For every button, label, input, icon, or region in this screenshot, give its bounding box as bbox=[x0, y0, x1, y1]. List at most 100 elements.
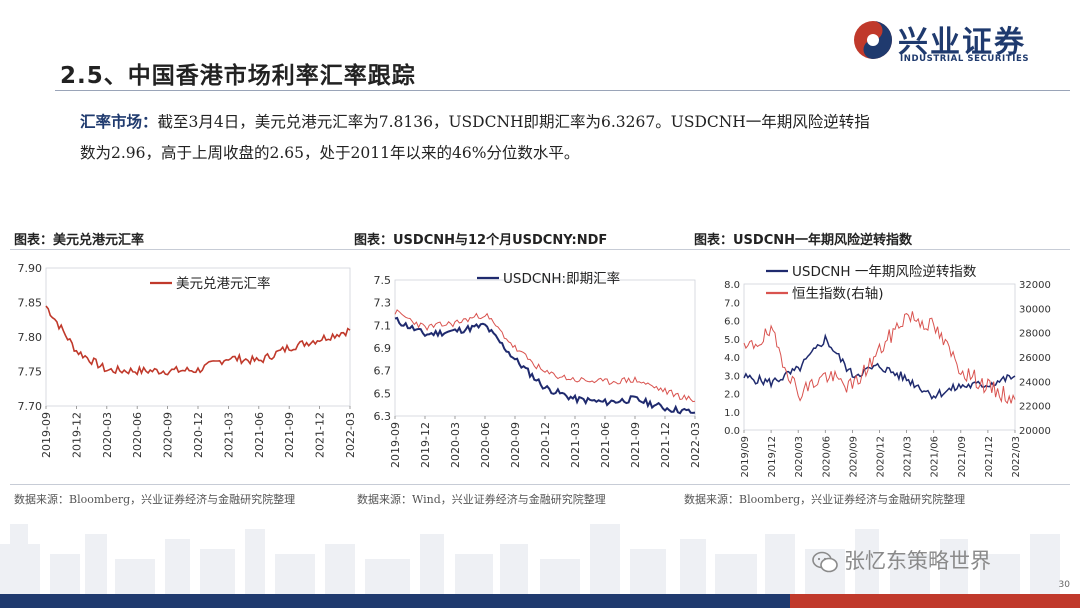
panel-source-divider bbox=[10, 484, 1070, 485]
legend-label: USDCNH:即期汇率 bbox=[503, 270, 620, 287]
y-right-tick-label: 28000 bbox=[1019, 329, 1051, 340]
x-tick-label: 2020-09 bbox=[509, 422, 522, 468]
y-tick-label: 7.1 bbox=[374, 319, 392, 332]
panel-title-usdcnh: 图表：USDCNH与12个月USDCNY:NDF bbox=[354, 233, 608, 248]
y-tick-label: 2.0 bbox=[724, 390, 740, 401]
brand-emblem-icon bbox=[854, 21, 892, 59]
panel-title-divider bbox=[10, 249, 1070, 250]
x-tick-label: 2020-03 bbox=[101, 412, 114, 458]
series-line-1 bbox=[45, 305, 351, 376]
summary-line-1: 汇率市场：截至3月4日，美元兑港元汇率为7.8136，USDCNH即期汇率为6.… bbox=[80, 106, 1040, 138]
x-tick-label: 2020/06 bbox=[821, 436, 832, 478]
x-tick-label: 2020-12 bbox=[539, 422, 552, 468]
x-tick-label: 2022-03 bbox=[689, 422, 700, 468]
x-tick-label: 2020-06 bbox=[131, 412, 144, 458]
source-risk-reversal: 数据来源：Bloomberg，兴业证券经济与金融研究院整理 bbox=[684, 493, 966, 506]
source-usdcnh: 数据来源：Wind，兴业证券经济与金融研究院整理 bbox=[357, 493, 606, 506]
summary-text-1: 截至3月4日，美元兑港元汇率为7.8136，USDCNH即期汇率为6.3267。… bbox=[157, 113, 870, 131]
x-tick-label: 2021-06 bbox=[599, 422, 612, 468]
y-tick-label: 6.0 bbox=[724, 317, 740, 328]
page-title: 2.5、中国香港市场利率汇率跟踪 bbox=[60, 63, 416, 89]
y-tick-label: 6.7 bbox=[374, 365, 392, 378]
x-tick-label: 2021-03 bbox=[222, 412, 235, 458]
brand-logo: 兴业证券 INDUSTRIAL SECURITIES bbox=[852, 15, 1072, 70]
y-tick-label: 7.75 bbox=[18, 366, 43, 379]
x-tick-label: 2022/03 bbox=[1011, 436, 1022, 478]
y-right-tick-label: 20000 bbox=[1019, 426, 1051, 437]
series-line-1 bbox=[394, 316, 696, 415]
y-tick-label: 7.0 bbox=[724, 298, 740, 309]
x-tick-label: 2020-12 bbox=[192, 412, 205, 458]
x-tick-label: 2021-03 bbox=[569, 422, 582, 468]
panel-title-risk-reversal: 图表：USDCNH一年期风险逆转指数 bbox=[694, 233, 913, 248]
chart-usdcnh-ndf: 6.3 6.5 6.7 6.9 7.1 7.3 7.5 2019-09 2019-12 2020-… bbox=[374, 270, 701, 468]
y-tick-label: 3.0 bbox=[724, 371, 740, 382]
x-tick-label: 2019-09 bbox=[40, 412, 53, 458]
summary-paragraph: 汇率市场：截至3月4日，美元兑港元汇率为7.8136，USDCNH即期汇率为6.… bbox=[80, 106, 1040, 169]
legend-label: USDCNH 一年期风险逆转指数 bbox=[792, 264, 977, 280]
x-tick-label: 2021/06 bbox=[930, 436, 941, 478]
series-line-2 bbox=[394, 309, 696, 403]
x-tick-label: 2019-12 bbox=[419, 422, 432, 468]
y-tick-label: 7.3 bbox=[374, 297, 392, 310]
x-tick-label: 2021/12 bbox=[984, 436, 995, 478]
x-tick-label: 2021-12 bbox=[659, 422, 672, 468]
x-tick-label: 2022-03 bbox=[344, 412, 355, 458]
plot-area bbox=[743, 283, 1016, 431]
wechat-icon bbox=[812, 551, 838, 573]
x-tick-label: 2020/12 bbox=[876, 436, 887, 478]
footer-bar-red bbox=[790, 594, 1080, 608]
x-tick-label: 2019-09 bbox=[389, 422, 402, 468]
y-tick-label: 7.90 bbox=[18, 262, 43, 275]
legend-label: 美元兑港元汇率 bbox=[176, 275, 271, 292]
source-hkd: 数据来源：Bloomberg，兴业证券经济与金融研究院整理 bbox=[14, 493, 296, 506]
watermark-text: 张忆东策略世界 bbox=[844, 549, 991, 573]
series-line-1 bbox=[743, 333, 1016, 400]
x-tick-label: 2021/03 bbox=[903, 436, 914, 478]
title-divider bbox=[55, 90, 1070, 91]
skyline-background bbox=[0, 524, 1060, 594]
y-right-tick-label: 26000 bbox=[1019, 353, 1051, 364]
y-tick-label: 7.5 bbox=[374, 274, 392, 287]
x-tick-label: 2021-12 bbox=[314, 412, 327, 458]
footer-bar-blue bbox=[0, 594, 790, 608]
y-tick-label: 0.0 bbox=[724, 426, 740, 437]
y-tick-label: 7.85 bbox=[18, 297, 43, 310]
x-tick-label: 2020-06 bbox=[479, 422, 492, 468]
x-tick-label: 2021-06 bbox=[253, 412, 266, 458]
y-tick-label: 7.70 bbox=[18, 400, 43, 413]
x-tick-label: 2021-09 bbox=[629, 422, 642, 468]
x-tick-label: 2020-09 bbox=[162, 412, 175, 458]
x-tick-label: 2019-12 bbox=[70, 412, 83, 458]
wechat-watermark: 张忆东策略世界 bbox=[812, 545, 991, 575]
y-tick-label: 6.9 bbox=[374, 342, 392, 355]
x-tick-label: 2019/09 bbox=[740, 436, 751, 478]
y-tick-label: 5.0 bbox=[724, 335, 740, 346]
y-right-tick-label: 24000 bbox=[1019, 377, 1051, 388]
x-tick-label: 2021/09 bbox=[957, 436, 968, 478]
y-right-tick-label: 32000 bbox=[1019, 280, 1051, 291]
y-tick-label: 8.0 bbox=[724, 280, 740, 291]
series-line-2 bbox=[743, 311, 1016, 405]
summary-line-2: 数为2.96，高于上周收盘的2.65，处于2011年以来的46%分位数水平。 bbox=[80, 144, 580, 162]
y-right-tick-label: 22000 bbox=[1019, 402, 1051, 413]
brand-name-en: INDUSTRIAL SECURITIES bbox=[900, 54, 1030, 64]
page-number: 30 bbox=[1058, 580, 1070, 590]
chart-usd-hkd: 7.70 7.75 7.80 7.85 7.90 2019-09 2019-12 2020-0… bbox=[18, 262, 356, 458]
y-tick-label: 6.3 bbox=[374, 410, 392, 423]
plot-area bbox=[394, 279, 696, 417]
y-tick-label: 4.0 bbox=[724, 353, 740, 364]
x-tick-label: 2021-09 bbox=[283, 412, 296, 458]
x-tick-label: 2019/12 bbox=[767, 436, 778, 478]
y-right-tick-label: 30000 bbox=[1019, 304, 1051, 315]
y-tick-label: 7.80 bbox=[18, 331, 43, 344]
summary-label: 汇率市场： bbox=[80, 112, 158, 131]
legend-label: 恒生指数(右轴) bbox=[792, 286, 884, 302]
panel-title-hkd: 图表：美元兑港元汇率 bbox=[14, 233, 145, 248]
chart-risk-reversal: 0.0 1.0 2.0 3.0 4.0 5.0 6.0 7.0 8.0 20000 22000 240… bbox=[724, 264, 1051, 478]
y-tick-label: 6.5 bbox=[374, 387, 392, 400]
x-tick-label: 2020/03 bbox=[794, 436, 805, 478]
x-tick-label: 2020-03 bbox=[449, 422, 462, 468]
brand-name: 兴业证券 bbox=[898, 25, 1026, 60]
y-tick-label: 1.0 bbox=[724, 408, 740, 419]
